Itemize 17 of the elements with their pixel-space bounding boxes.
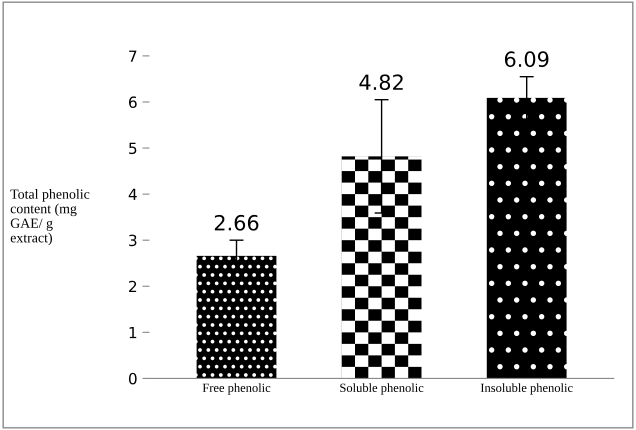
y-tick-label: 4 [128, 188, 137, 200]
data-label: 2.66 [214, 214, 258, 231]
data-label: 6.09 [504, 51, 548, 68]
x-tick-label: Insoluble phenolic [480, 383, 573, 395]
bar [486, 98, 567, 378]
y-tick-label: 6 [129, 96, 137, 108]
y-tick-label: 3 [129, 234, 136, 246]
y-tick-label: 0 [128, 372, 137, 384]
y-axis-title: Total phenolic content (mg GAE/ g extract) [10, 189, 90, 246]
x-tick-label: Soluble phenolic [340, 383, 424, 395]
data-label: 4.82 [359, 74, 403, 90]
bar [196, 256, 276, 378]
y-tick-label: 5 [129, 142, 136, 154]
y-tick-label: 1 [130, 326, 136, 338]
x-tick-label: Free phenolic [202, 383, 270, 395]
y-tick-label: 2 [129, 280, 136, 292]
y-tick-label: 7 [129, 50, 136, 62]
